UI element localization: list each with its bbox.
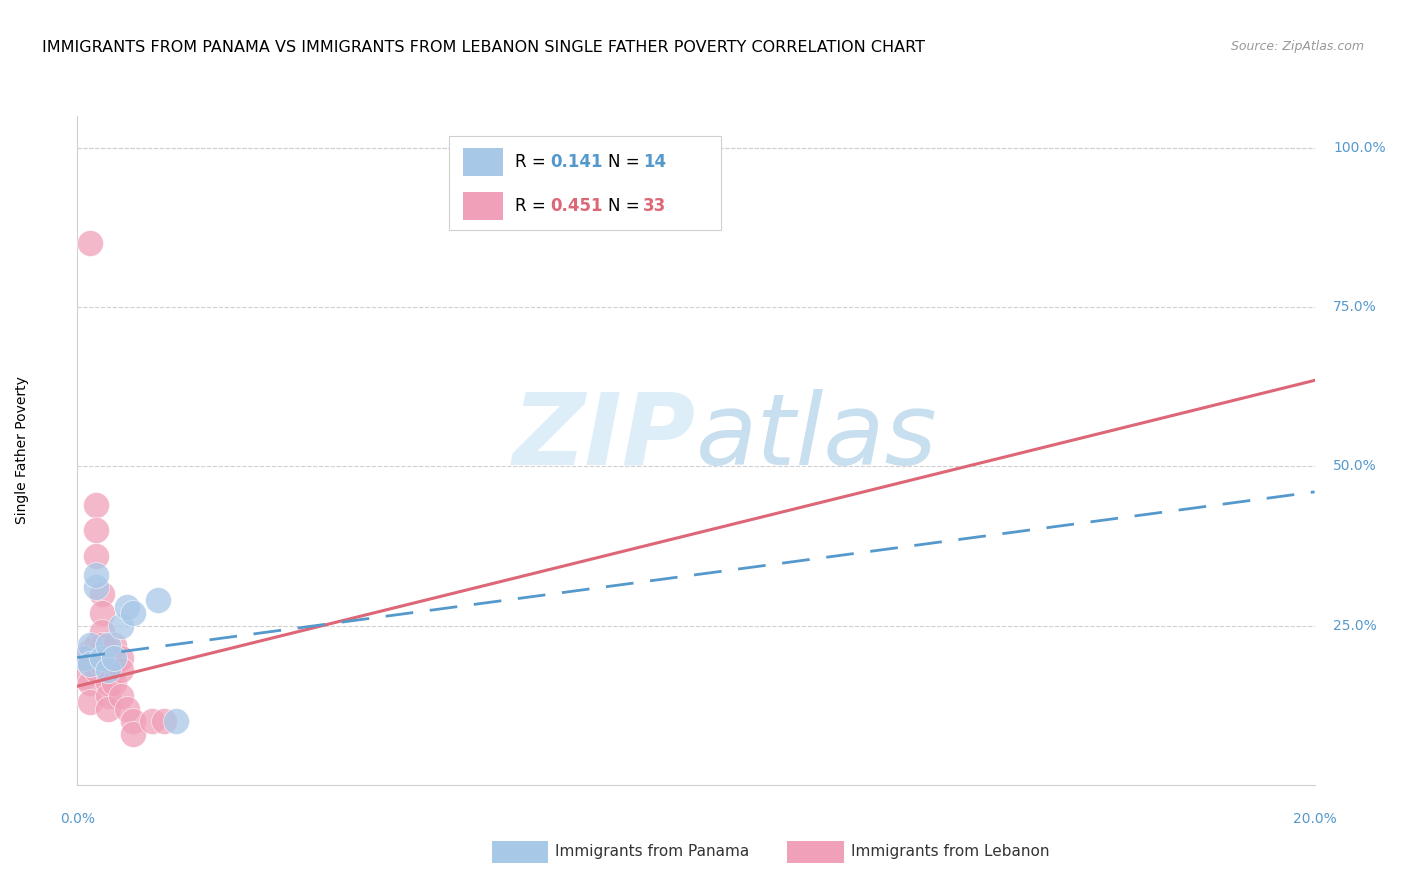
Point — [122, 727, 145, 741]
Point — [91, 606, 114, 620]
Point — [79, 676, 101, 690]
Text: 14: 14 — [643, 153, 666, 171]
Point — [91, 638, 114, 652]
Point — [97, 676, 120, 690]
Point — [110, 618, 132, 632]
Text: 100.0%: 100.0% — [1333, 141, 1386, 155]
Text: 33: 33 — [643, 197, 666, 215]
Point — [84, 638, 107, 652]
Point — [103, 650, 125, 665]
Text: 25.0%: 25.0% — [1333, 619, 1376, 632]
Point — [110, 650, 132, 665]
Text: ZIP: ZIP — [513, 389, 696, 485]
Point — [91, 625, 114, 640]
Text: 0.451: 0.451 — [550, 197, 602, 215]
Text: R =: R = — [516, 153, 551, 171]
Point — [72, 650, 94, 665]
Point — [91, 657, 114, 671]
Point — [79, 657, 101, 671]
Point — [115, 701, 138, 715]
Text: 0.0%: 0.0% — [60, 812, 94, 826]
Point — [72, 670, 94, 684]
Point — [97, 663, 120, 677]
Point — [115, 599, 138, 614]
Text: 20.0%: 20.0% — [1292, 812, 1337, 826]
Point — [103, 676, 125, 690]
Point — [122, 714, 145, 729]
Point — [79, 638, 101, 652]
FancyBboxPatch shape — [464, 193, 503, 220]
Text: R =: R = — [516, 197, 551, 215]
Text: Source: ZipAtlas.com: Source: ZipAtlas.com — [1230, 40, 1364, 54]
Point — [84, 523, 107, 537]
Text: IMMIGRANTS FROM PANAMA VS IMMIGRANTS FROM LEBANON SINGLE FATHER POVERTY CORRELAT: IMMIGRANTS FROM PANAMA VS IMMIGRANTS FRO… — [42, 40, 925, 55]
Point — [141, 714, 163, 729]
Point — [97, 644, 120, 658]
Point — [103, 638, 125, 652]
Point — [122, 606, 145, 620]
Point — [84, 567, 107, 582]
Text: 50.0%: 50.0% — [1333, 459, 1376, 474]
Text: 75.0%: 75.0% — [1333, 300, 1376, 314]
Text: Single Father Poverty: Single Father Poverty — [14, 376, 28, 524]
Point — [91, 587, 114, 601]
Point — [84, 663, 107, 677]
Point — [97, 657, 120, 671]
Text: N =: N = — [609, 197, 645, 215]
Point — [91, 650, 114, 665]
Point — [84, 581, 107, 595]
Point — [72, 650, 94, 665]
FancyBboxPatch shape — [464, 148, 503, 177]
Point — [97, 638, 120, 652]
Point — [110, 689, 132, 703]
Point — [110, 663, 132, 677]
Text: 0.141: 0.141 — [550, 153, 602, 171]
Text: Immigrants from Panama: Immigrants from Panama — [555, 845, 749, 859]
Point — [84, 549, 107, 563]
Text: Immigrants from Lebanon: Immigrants from Lebanon — [851, 845, 1049, 859]
Point — [103, 657, 125, 671]
Point — [79, 236, 101, 251]
Point — [84, 498, 107, 512]
FancyBboxPatch shape — [449, 136, 721, 230]
Point — [153, 714, 176, 729]
Text: N =: N = — [609, 153, 645, 171]
Point — [79, 644, 101, 658]
Point — [97, 701, 120, 715]
Text: atlas: atlas — [696, 389, 938, 485]
Point — [97, 689, 120, 703]
Point — [146, 593, 169, 607]
Point — [79, 695, 101, 709]
Point — [79, 657, 101, 671]
Point — [165, 714, 187, 729]
